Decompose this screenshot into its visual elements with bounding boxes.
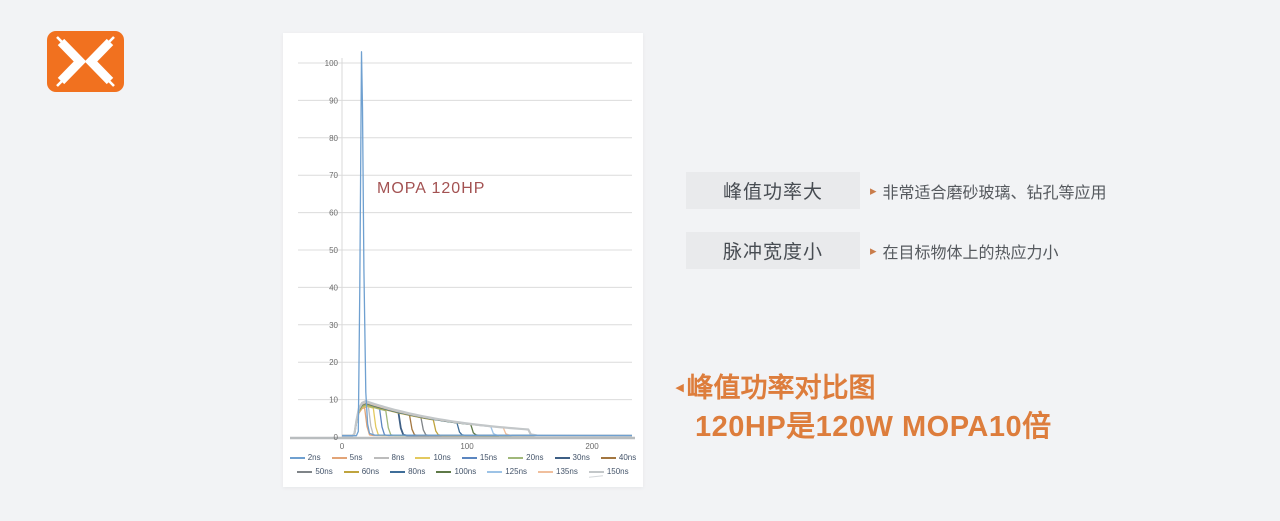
legend-swatch — [331, 456, 347, 459]
triangle-right-icon: ▸ — [870, 182, 877, 198]
chart-annotation: MOPA 120HP — [377, 180, 486, 197]
legend-item-60ns: 60ns — [343, 467, 380, 476]
chart-legend-row-1: 2ns 5ns 8ns 10ns 15ns 20ns 30ns 40ns — [289, 453, 637, 462]
legend-item-30ns: 30ns — [554, 453, 590, 462]
legend-swatch — [588, 470, 604, 473]
y-tick-label: 40 — [329, 283, 338, 292]
triangle-right-icon: ▸ — [870, 242, 877, 258]
legend-label: 8ns — [391, 453, 405, 462]
legend-label: 150ns — [606, 467, 629, 476]
legend-item-150ns: 150ns — [588, 467, 629, 476]
legend-swatch — [343, 470, 359, 473]
feature-desc-pulse-width: 在目标物体上的热应力小 — [882, 244, 1059, 262]
legend-label: 2ns — [307, 453, 321, 462]
y-tick-label: 30 — [329, 321, 338, 330]
x-tick-label: 200 — [585, 442, 599, 451]
legend-item-100ns: 100ns — [436, 467, 476, 476]
legend-swatch — [554, 456, 570, 459]
legend-item-40ns: 40ns — [600, 453, 637, 462]
y-tick-label: 80 — [329, 134, 338, 143]
legend-label: 30ns — [572, 453, 590, 462]
legend-item-135ns: 135ns — [538, 467, 578, 476]
legend-swatch — [297, 470, 313, 473]
legend-swatch — [461, 456, 477, 459]
caption-line1: 峰值功率对比图 — [686, 373, 876, 403]
legend-label: 125ns — [505, 467, 528, 476]
feature-label-pulse-width: 脉冲宽度小 — [686, 232, 860, 269]
legend-swatch — [436, 470, 452, 473]
legend-item-15ns: 15ns — [461, 453, 498, 462]
legend-label: 5ns — [349, 453, 363, 462]
y-tick-label: 60 — [329, 209, 338, 218]
legend-item-125ns: 125ns — [487, 467, 527, 476]
feature-label-peak-power: 峰值功率大 — [686, 172, 860, 209]
x-tick-label: 0 — [340, 442, 345, 451]
legend-swatch — [373, 456, 389, 459]
x-tick-label: 100 — [460, 442, 474, 451]
caption-line2: 120HP是120W MOPA10倍 — [695, 411, 1052, 443]
legend-label: 40ns — [618, 453, 637, 462]
series-line-2ns — [342, 51, 633, 437]
legend-swatch — [508, 456, 524, 459]
series-line-150ns — [342, 400, 633, 437]
pulse-chart-card: 0 10 20 30 40 50 60 70 80 90 100 0 100 200 MOPA 120HP… — [283, 33, 643, 487]
legend-label: 10ns — [433, 453, 451, 462]
smudge-mark — [588, 475, 604, 478]
pulse-chart-svg: 0 10 20 30 40 50 60 70 80 90 100 0 100 200 — [290, 51, 635, 451]
y-tick-label: 0 — [334, 433, 339, 442]
legend-swatch — [487, 470, 503, 473]
legend-swatch — [538, 470, 554, 473]
legend-label: 15ns — [479, 453, 498, 462]
triangle-left-icon: ◂ — [676, 379, 684, 396]
y-tick-label: 10 — [329, 396, 338, 405]
feature-desc-peak-power: 非常适合磨砂玻璃、钻孔等应用 — [882, 184, 1107, 202]
y-tick-label: 70 — [329, 171, 338, 180]
legend-swatch — [600, 456, 616, 459]
feature-row-peak-power: 峰值功率大 ▸ 非常适合磨砂玻璃、钻孔等应用 — [686, 172, 1107, 209]
legend-label: 50ns — [315, 467, 333, 476]
legend-swatch — [289, 456, 305, 459]
feature-row-pulse-width: 脉冲宽度小 ▸ 在目标物体上的热应力小 — [686, 232, 1059, 269]
legend-label: 135ns — [556, 467, 578, 476]
legend-item-50ns: 50ns — [297, 467, 333, 476]
legend-swatch — [415, 456, 431, 459]
legend-label: 60ns — [361, 467, 380, 476]
legend-item-5ns: 5ns — [331, 453, 363, 462]
legend-label: 100ns — [454, 467, 477, 476]
legend-label: 80ns — [408, 467, 426, 476]
slide-caption: ◂ 峰值功率对比图 120HP是120W MOPA10倍 — [676, 369, 1052, 447]
legend-swatch — [390, 470, 406, 473]
y-tick-label: 50 — [329, 246, 338, 255]
legend-item-20ns: 20ns — [508, 453, 544, 462]
y-tick-label: 20 — [329, 358, 338, 367]
legend-item-80ns: 80ns — [390, 467, 425, 476]
legend-item-8ns: 8ns — [373, 453, 405, 462]
legend-item-10ns: 10ns — [415, 453, 451, 462]
brand-x-logo-icon — [47, 31, 124, 92]
y-tick-label: 100 — [325, 59, 339, 68]
chart-legend-row-2: 50ns 60ns 80ns 100ns 125ns 135ns 150ns — [289, 467, 637, 476]
y-tick-label: 90 — [329, 96, 338, 105]
legend-label: 20ns — [526, 453, 544, 462]
legend-item-2ns: 2ns — [289, 453, 321, 462]
